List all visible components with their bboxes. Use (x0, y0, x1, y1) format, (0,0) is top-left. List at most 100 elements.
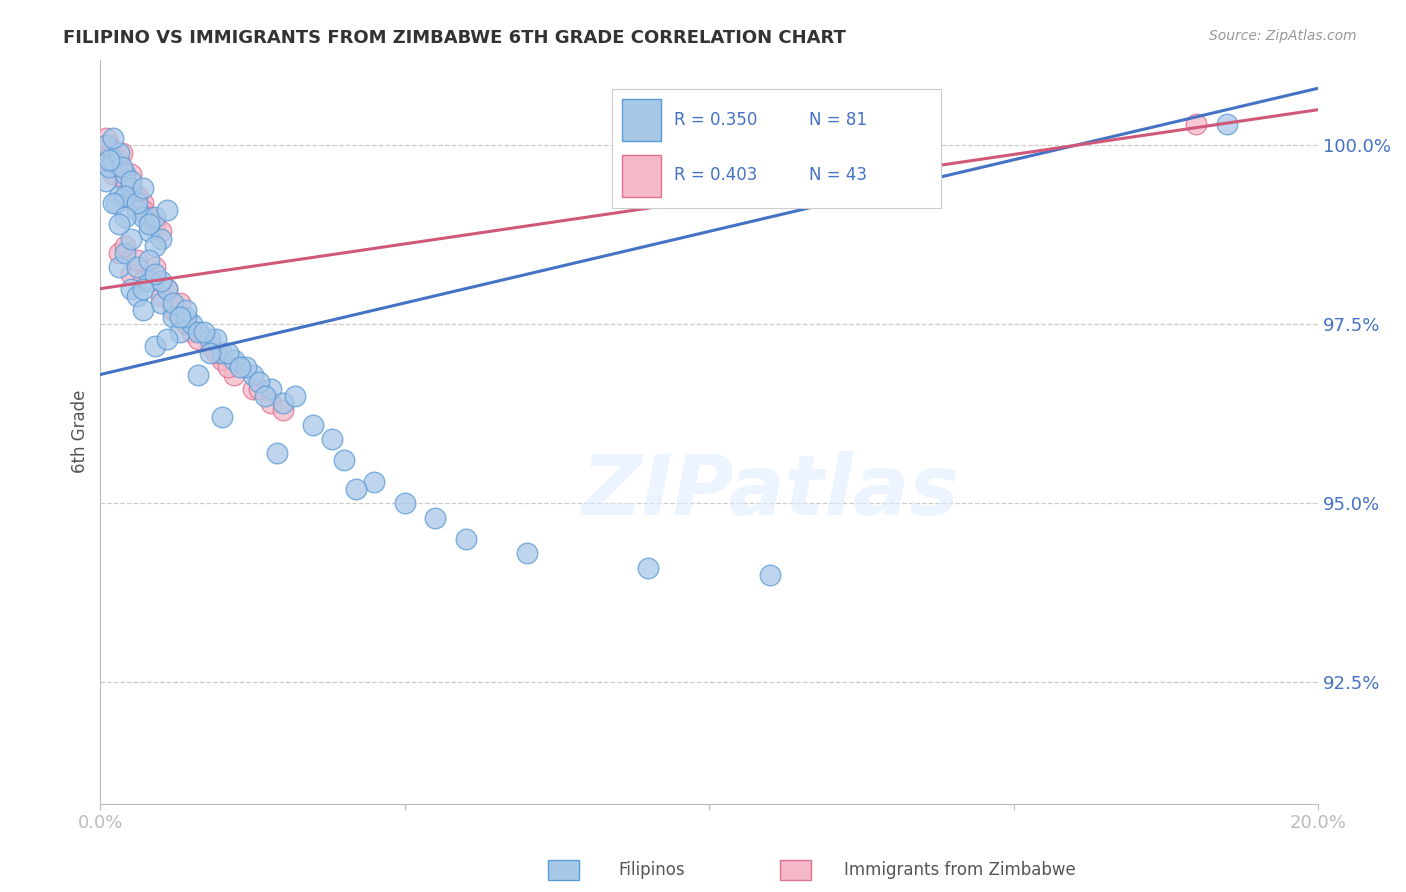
Point (101, 131, 124, 145)
Point (205, 346, 228, 360)
Point (247, 375, 270, 389)
Y-axis label: 6th Grade: 6th Grade (72, 390, 89, 474)
Point (284, 389, 307, 403)
Point (229, 360, 252, 375)
Point (198, 346, 221, 360)
Point (120, 181, 142, 195)
Text: ZIPatlas: ZIPatlas (581, 450, 959, 532)
Point (138, 210, 160, 224)
Point (211, 346, 233, 360)
Point (156, 332, 179, 346)
Point (114, 210, 136, 224)
Point (174, 318, 197, 332)
Point (143, 339, 166, 353)
Point (120, 174, 142, 188)
Point (174, 310, 197, 325)
Point (132, 210, 155, 224)
Point (150, 296, 173, 310)
Point (138, 210, 160, 224)
Point (235, 360, 257, 375)
Point (114, 245, 136, 260)
Point (169, 296, 191, 310)
Point (169, 310, 191, 325)
Point (143, 268, 166, 282)
Point (107, 260, 129, 275)
Point (132, 195, 155, 210)
Point (98, 153, 121, 167)
Point (107, 188, 129, 202)
Point (125, 195, 148, 210)
Point (247, 382, 270, 396)
Point (96, 153, 118, 167)
Point (224, 353, 246, 368)
Point (138, 217, 160, 231)
Point (125, 289, 148, 303)
Point (111, 145, 134, 160)
Point (180, 325, 202, 339)
Point (143, 238, 166, 252)
Point (302, 417, 325, 432)
Text: FILIPINO VS IMMIGRANTS FROM ZIMBABWE 6TH GRADE CORRELATION CHART: FILIPINO VS IMMIGRANTS FROM ZIMBABWE 6TH… (63, 29, 846, 46)
Point (253, 389, 276, 403)
Point (104, 195, 127, 210)
Text: Source: ZipAtlas.com: Source: ZipAtlas.com (1209, 29, 1357, 43)
Point (107, 217, 129, 231)
Point (211, 410, 233, 425)
Point (143, 260, 166, 275)
Point (101, 153, 124, 167)
Point (96, 174, 118, 188)
Point (333, 453, 356, 467)
Point (162, 303, 184, 318)
Point (156, 282, 179, 296)
Point (138, 275, 160, 289)
Point (132, 202, 155, 217)
Point (759, 568, 782, 582)
Point (1216, 117, 1239, 131)
Point (107, 153, 129, 167)
Point (198, 332, 221, 346)
Point (132, 275, 155, 289)
Point (150, 289, 173, 303)
Point (271, 396, 294, 410)
Point (143, 217, 166, 231)
Point (132, 181, 155, 195)
Point (174, 303, 197, 318)
Point (180, 318, 202, 332)
Point (266, 446, 288, 460)
Point (271, 403, 294, 417)
Point (96, 131, 118, 145)
Point (120, 231, 142, 245)
Text: Filipinos: Filipinos (619, 861, 685, 879)
Point (344, 482, 367, 496)
Point (637, 561, 659, 575)
Point (98, 160, 121, 174)
Point (125, 252, 148, 267)
Point (101, 145, 124, 160)
Point (125, 260, 148, 275)
Point (138, 252, 160, 267)
Point (425, 510, 447, 524)
Point (198, 339, 221, 353)
Point (120, 181, 142, 195)
Point (187, 325, 209, 339)
Point (224, 368, 246, 382)
Point (1185, 117, 1208, 131)
Point (132, 282, 155, 296)
Point (162, 310, 184, 325)
Point (111, 160, 134, 174)
Point (120, 167, 142, 181)
Point (217, 346, 239, 360)
Point (211, 353, 233, 368)
Point (143, 210, 166, 224)
Point (107, 245, 129, 260)
Point (125, 188, 148, 202)
Point (363, 475, 385, 489)
Point (187, 332, 209, 346)
Point (114, 238, 136, 252)
Point (98, 138, 121, 153)
Point (96, 138, 118, 153)
Point (260, 396, 283, 410)
Point (156, 282, 179, 296)
Text: Immigrants from Zimbabwe: Immigrants from Zimbabwe (844, 861, 1076, 879)
Point (156, 202, 179, 217)
